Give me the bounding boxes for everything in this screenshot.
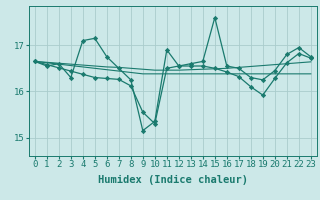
X-axis label: Humidex (Indice chaleur): Humidex (Indice chaleur): [98, 175, 248, 185]
